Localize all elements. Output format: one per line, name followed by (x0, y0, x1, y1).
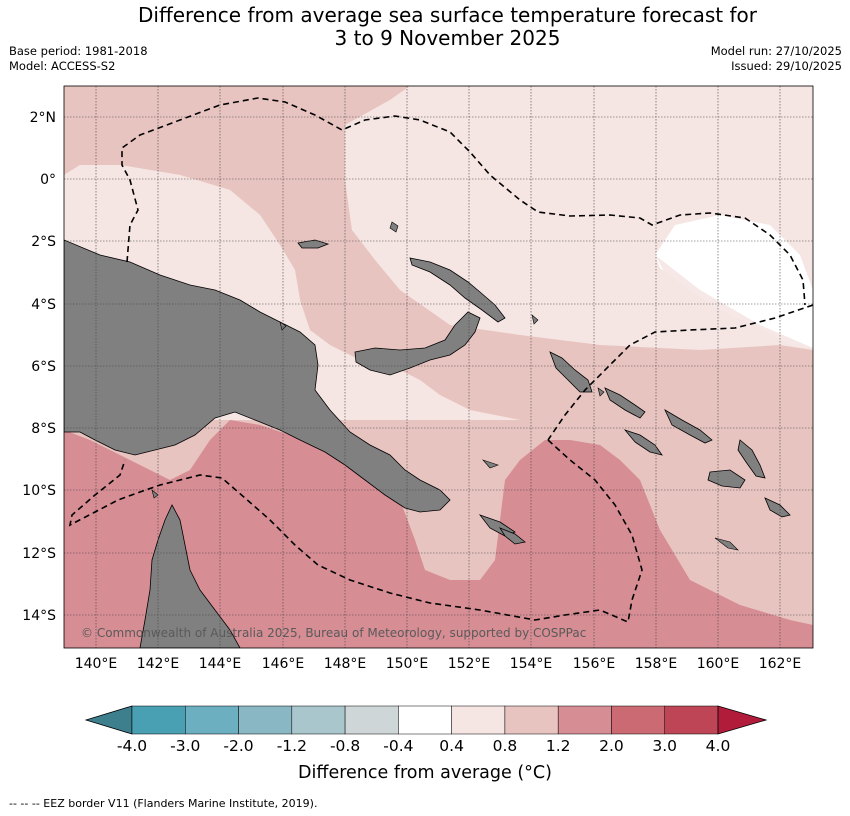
anomaly-region-0.4-0.8-ne-strip (655, 255, 813, 350)
lat-label: 6°S (31, 359, 56, 375)
colorbar-swatch (451, 705, 506, 735)
lon-label: 156°E (573, 656, 616, 672)
colorbar-swatch (344, 705, 399, 735)
anomaly-region-0.4-0.8-top (345, 86, 720, 300)
lon-label: 146°E (262, 656, 305, 672)
title-line-2: 3 to 9 November 2025 (334, 26, 561, 50)
model-run: Model run: 27/10/2025 (710, 44, 842, 58)
lat-label: 2°S (31, 234, 56, 250)
lat-label: 8°S (31, 421, 56, 437)
colorbar-swatch (291, 705, 346, 735)
colorbar-tick-label: -4.0 (116, 737, 148, 755)
eez-footnote: -- -- -- EEZ border V11 (Flanders Marine… (9, 797, 318, 810)
land-solomon-2 (664, 409, 713, 444)
lon-label: 158°E (635, 656, 678, 672)
colorbar-tick-label: -1.2 (276, 737, 307, 755)
latitude-labels: 2°N 0° 2°S 4°S 6°S 8°S 10°S 12°S 14°S (22, 110, 56, 624)
meta-left: Base period: 1981-2018 Model: ACCESS-S2 (9, 44, 148, 74)
land-solomon-3 (623, 429, 663, 456)
colorbar-tick-label: -2.0 (223, 737, 254, 755)
lon-label: 150°E (386, 656, 429, 672)
lon-label: 140°E (75, 656, 118, 672)
lon-label: 148°E (324, 656, 367, 672)
anomaly-region-below-0.4 (655, 215, 813, 348)
colorbar-swatch (504, 705, 559, 735)
base-period: Base period: 1981-2018 (9, 44, 148, 58)
model-name: Model: ACCESS-S2 (9, 59, 116, 73)
land-small-islands (151, 221, 739, 551)
colorbar-extend-low (84, 705, 133, 735)
land-new-britain (354, 311, 481, 376)
colorbar-tick-label: 3.0 (652, 737, 678, 755)
anomaly-region-0.8-1.2-north (64, 86, 813, 465)
lon-label: 142°E (137, 656, 180, 672)
colorbar-swatch (238, 705, 293, 735)
colorbar-tick-label: 4.0 (705, 737, 731, 755)
graticule (64, 86, 813, 648)
colorbar-tick-label: -0.8 (329, 737, 361, 755)
eez-borders (68, 97, 813, 624)
lon-label: 160°E (697, 656, 740, 672)
land-solomon-4 (737, 439, 766, 479)
colorbar-swatch (664, 705, 719, 735)
colorbar (84, 705, 768, 735)
land-bougainville (549, 351, 593, 393)
colorbar-tick-label: 2.0 (599, 737, 624, 755)
lat-label: 12°S (22, 546, 56, 562)
land-cape-york (139, 504, 241, 648)
chart-title: Difference from average sea surface temp… (0, 4, 850, 50)
meta-right: Model run: 27/10/2025 Issued: 29/10/2025 (711, 44, 842, 74)
colorbar-swatch (611, 705, 665, 735)
eez-border-png-north (121, 97, 806, 306)
copyright-notice: © Commonwealth of Australia 2025, Bureau… (81, 626, 586, 640)
lat-label: 10°S (22, 483, 56, 499)
colorbar-tick-label: -0.4 (383, 737, 414, 755)
land-solomon-5 (707, 469, 746, 489)
land-solomon-6 (764, 497, 791, 518)
colorbar-tick-label: 0.8 (492, 737, 518, 755)
lat-label: 0° (40, 172, 56, 188)
map-frame (63, 85, 814, 649)
map-field (64, 86, 813, 648)
land-manus (297, 239, 330, 249)
land-louisiade (499, 527, 526, 545)
lat-label: 2°N (30, 110, 56, 126)
longitude-labels: 140°E 142°E 144°E 146°E 148°E 150°E 152°E 154°E… (75, 656, 802, 672)
lon-label: 162°E (759, 656, 802, 672)
lon-label: 154°E (510, 656, 553, 672)
lat-label: 4°S (31, 297, 56, 313)
colorbar-tick-label: 0.4 (439, 737, 464, 755)
eez-border-png-south (68, 439, 643, 624)
colorbar-swatch (185, 705, 239, 735)
issued-date: Issued: 29/10/2025 (731, 59, 842, 73)
colorbar-swatch (131, 705, 186, 735)
anomaly-region-1.2-2.0 (64, 420, 813, 648)
land-new-ireland (409, 257, 506, 323)
colorbar-tick-label: -3.0 (170, 737, 201, 755)
land-new-guinea (64, 239, 451, 513)
colorbar-title: Difference from average (°C) (298, 763, 552, 783)
land-solomon-1 (604, 387, 646, 419)
lon-label: 152°E (448, 656, 491, 672)
lon-label: 144°E (199, 656, 242, 672)
title-line-1: Difference from average sea surface temp… (137, 3, 757, 27)
eez-border-png-east (547, 304, 813, 441)
lat-label: 14°S (22, 608, 56, 624)
colorbar-swatch (557, 705, 612, 735)
colorbar-extend-high (717, 705, 768, 735)
colorbar-tick-label: 1.2 (545, 737, 571, 755)
colorbar-swatch (398, 705, 452, 735)
